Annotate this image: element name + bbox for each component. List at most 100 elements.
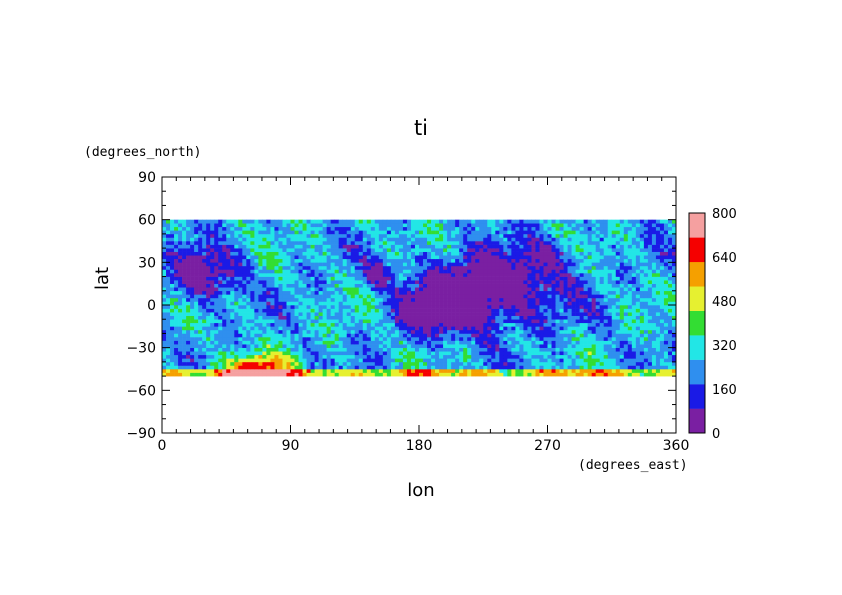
heatmap-cell: [354, 244, 360, 249]
heatmap-cell: [302, 255, 307, 260]
heatmap-cell: [322, 294, 327, 299]
heatmap-cell: [507, 269, 512, 274]
heatmap-cell: [278, 372, 283, 377]
heatmap-cell: [463, 326, 468, 331]
heatmap-cell: [266, 301, 271, 306]
heatmap-cell: [615, 241, 621, 245]
heatmap-cell: [186, 340, 191, 345]
heatmap-cell: [278, 333, 283, 338]
heatmap-cell: [310, 322, 315, 327]
heatmap-cell: [318, 358, 323, 363]
heatmap-cell: [587, 312, 592, 316]
heatmap-cell: [374, 354, 380, 359]
heatmap-cell: [390, 305, 396, 309]
heatmap-cell: [531, 315, 536, 320]
heatmap-cell: [615, 258, 621, 263]
heatmap-cell: [406, 276, 412, 281]
heatmap-cell: [234, 305, 239, 309]
heatmap-cell: [615, 322, 621, 327]
heatmap-cell: [579, 340, 584, 345]
heatmap-cell: [310, 251, 315, 256]
heatmap-cell: [210, 329, 215, 334]
heatmap-cell: [242, 258, 247, 263]
heatmap-cell: [330, 305, 335, 309]
heatmap-cell: [250, 305, 255, 309]
heatmap-cell: [511, 351, 516, 356]
heatmap-cell: [547, 262, 552, 267]
heatmap-cell: [266, 365, 271, 370]
heatmap-cell: [555, 369, 560, 373]
heatmap-cell: [366, 337, 372, 341]
heatmap-cell: [330, 365, 335, 370]
heatmap-cell: [358, 329, 364, 334]
heatmap-cell: [262, 297, 267, 302]
heatmap-cell: [435, 315, 440, 320]
heatmap-cell: [511, 280, 516, 284]
heatmap-cell: [186, 237, 191, 242]
heatmap-cell: [539, 333, 544, 338]
heatmap-cell: [282, 333, 287, 338]
heatmap-cell: [374, 347, 380, 352]
heatmap-cell: [358, 297, 364, 302]
heatmap-cell: [254, 241, 259, 245]
heatmap-cell: [310, 276, 315, 281]
heatmap-cell: [394, 297, 400, 302]
heatmap-cell: [487, 322, 492, 327]
heatmap-cell: [186, 244, 191, 249]
heatmap-cell: [547, 315, 552, 320]
heatmap-cell: [451, 312, 456, 316]
heatmap-cell: [499, 262, 504, 267]
heatmap-cell: [342, 333, 348, 338]
heatmap-cell: [603, 354, 609, 359]
heatmap-cell: [535, 255, 540, 260]
heatmap-cell: [451, 290, 456, 295]
heatmap-cell: [414, 251, 420, 256]
heatmap-cell: [246, 276, 251, 281]
heatmap-cell: [414, 241, 420, 245]
heatmap-cell: [423, 251, 428, 256]
heatmap-cell: [443, 365, 448, 370]
heatmap-cell: [487, 344, 492, 348]
heatmap-cell: [659, 244, 665, 249]
heatmap-cell: [563, 312, 568, 316]
heatmap-cell: [174, 244, 179, 249]
heatmap-cell: [186, 280, 191, 284]
heatmap-cell: [615, 369, 621, 373]
heatmap-cell: [294, 290, 299, 295]
heatmap-cell: [527, 372, 532, 377]
heatmap-cell: [194, 276, 199, 281]
heatmap-cell: [282, 297, 287, 302]
heatmap-cell: [334, 283, 339, 288]
heatmap-cell: [226, 315, 231, 320]
heatmap-cell: [575, 255, 580, 260]
heatmap-cell: [535, 280, 540, 284]
heatmap-cell: [346, 347, 352, 352]
heatmap-cell: [599, 365, 605, 370]
heatmap-cell: [334, 269, 339, 274]
heatmap-cell: [170, 329, 175, 334]
heatmap-cell: [451, 372, 456, 377]
heatmap-cell: [262, 315, 267, 320]
heatmap-cell: [579, 290, 584, 295]
heatmap-cell: [194, 372, 199, 377]
heatmap-cell: [607, 354, 613, 359]
heatmap-cell: [663, 319, 669, 324]
heatmap-cell: [274, 262, 279, 267]
heatmap-cell: [447, 258, 452, 263]
heatmap-cell: [314, 344, 319, 348]
heatmap-cell: [222, 354, 227, 359]
heatmap-cell: [551, 237, 556, 242]
heatmap-cell: [270, 308, 275, 313]
heatmap-cell: [599, 251, 605, 256]
heatmap-cell: [639, 333, 645, 338]
heatmap-cell: [523, 361, 528, 366]
heatmap-cell: [306, 255, 311, 260]
heatmap-cell: [278, 280, 283, 284]
heatmap-cell: [246, 340, 251, 345]
heatmap-cell: [663, 365, 669, 370]
heatmap-cell: [226, 308, 231, 313]
heatmap-cell: [362, 354, 368, 359]
heatmap-cell: [523, 258, 528, 263]
heatmap-cell: [555, 244, 560, 249]
heatmap-cell: [543, 305, 548, 309]
